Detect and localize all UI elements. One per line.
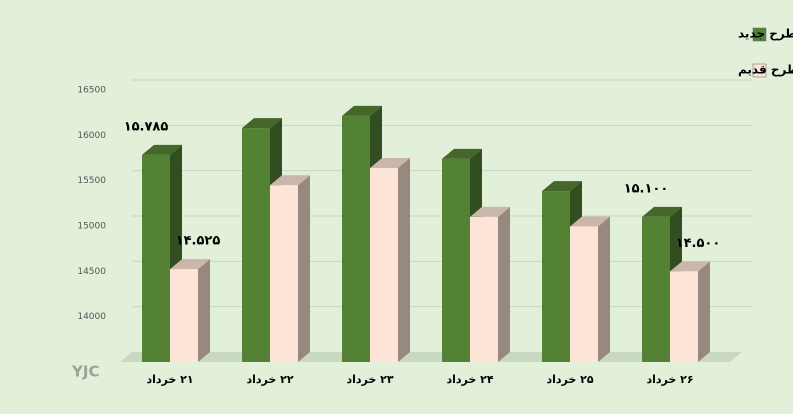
x-tick-label: ۲۱ خرداد: [146, 373, 193, 386]
bar-front: [542, 191, 570, 362]
bar-face: [142, 144, 182, 155]
bar: [670, 261, 710, 362]
bar-front: [570, 226, 598, 362]
y-tick-label: 14000: [77, 312, 106, 322]
bar: [142, 144, 182, 362]
y-tick-label: 16000: [77, 131, 106, 141]
y-tick-label: 16500: [77, 86, 106, 96]
bar-face: [442, 148, 482, 159]
value-label: ۱۴.۵۲۵: [176, 234, 221, 249]
y-tick-label: 15000: [77, 222, 106, 232]
legend-label: سکه تمام بهار آزادی طرح جدید: [738, 26, 793, 42]
x-tick-label: ۲۶ خرداد: [646, 373, 693, 386]
bar-face: [398, 157, 410, 362]
value-label: ۱۵.۱۰۰: [624, 181, 669, 196]
watermark: YJC: [71, 363, 99, 381]
bar-front: [270, 185, 298, 362]
bar-face: [470, 206, 510, 217]
bar-front: [370, 167, 398, 362]
legend-swatch: [752, 27, 767, 42]
bar-face: [670, 261, 710, 272]
bar-face: [642, 206, 682, 217]
bar-face: [342, 105, 382, 116]
bar-front: [342, 115, 370, 362]
bar-face: [298, 175, 310, 362]
bar-front: [142, 154, 170, 362]
value-label: ۱۵.۷۸۵: [124, 119, 169, 134]
x-tick-label: ۲۴ خرداد: [446, 373, 493, 386]
bar-front: [442, 158, 470, 362]
bar-face: [198, 259, 210, 362]
bar-face: [498, 206, 510, 362]
y-tick-label: 15500: [77, 176, 106, 186]
bar-front: [470, 216, 498, 362]
legend-label: سکه تمام بهار آزادی طرح قدیم: [738, 62, 793, 78]
bar-front: [170, 269, 198, 362]
x-tick-label: ۲۳ خرداد: [346, 373, 393, 386]
bar-face: [270, 175, 310, 186]
bar-face: [170, 259, 210, 270]
bar: [370, 157, 410, 362]
bar: [570, 216, 610, 362]
y-tick-label: 14500: [77, 267, 106, 277]
x-tick-label: ۲۵ خرداد: [546, 373, 593, 386]
bar-face: [370, 157, 410, 168]
value-label: ۱۴.۵۰۰: [676, 236, 721, 251]
bar-front: [242, 128, 270, 362]
legend-swatch: [752, 63, 767, 78]
bar: [470, 206, 510, 362]
x-tick-label: ۲۲ خرداد: [246, 373, 293, 386]
bar: [270, 175, 310, 362]
bar-face: [598, 216, 610, 362]
bar-face: [570, 216, 610, 227]
bar-face: [542, 181, 582, 192]
bar: [170, 259, 210, 362]
bar-front: [670, 271, 698, 362]
bar-face: [698, 261, 710, 362]
bar-front: [642, 216, 670, 362]
bar-face: [242, 118, 282, 129]
